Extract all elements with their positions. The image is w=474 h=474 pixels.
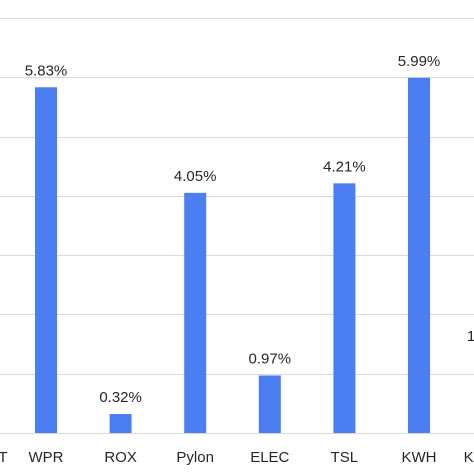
x-tick-label: Pylon xyxy=(176,449,214,466)
cropped-left-tick-label: T xyxy=(0,449,8,466)
x-tick-label: TSL xyxy=(331,449,359,466)
bar-value-label: 0.97% xyxy=(249,350,292,367)
gridlines xyxy=(0,18,474,434)
bar-value-label: 5.83% xyxy=(25,62,68,79)
bar-elec xyxy=(258,375,281,433)
bar-value-label: 0.32% xyxy=(99,389,142,406)
x-tick-label: ELEC xyxy=(250,449,289,466)
cropped-right-tick-label: K' xyxy=(464,449,474,466)
bar-wpr xyxy=(35,87,57,433)
x-axis-tick-labels: WPR ROX Pylon ELEC TSL KWH xyxy=(29,449,437,466)
cropped-edge-labels: T K' 1 xyxy=(0,328,474,466)
bar-value-label: 5.99% xyxy=(398,53,441,70)
bar-value-label: 4.05% xyxy=(174,168,217,185)
x-tick-label: WPR xyxy=(29,449,64,466)
bar-kwh xyxy=(408,77,430,433)
bars xyxy=(35,77,430,433)
x-tick-label: KWH xyxy=(402,449,437,466)
bar-tsl xyxy=(333,183,356,433)
cropped-right-value-label: 1 xyxy=(467,328,474,345)
x-tick-label: ROX xyxy=(104,449,137,466)
bar-value-label: 4.21% xyxy=(323,158,366,175)
bar-value-labels: 5.83% 0.32% 4.05% 0.97% 4.21% 5.99% xyxy=(25,53,441,406)
bar-pylon xyxy=(184,192,207,433)
bar-rox xyxy=(109,414,132,433)
